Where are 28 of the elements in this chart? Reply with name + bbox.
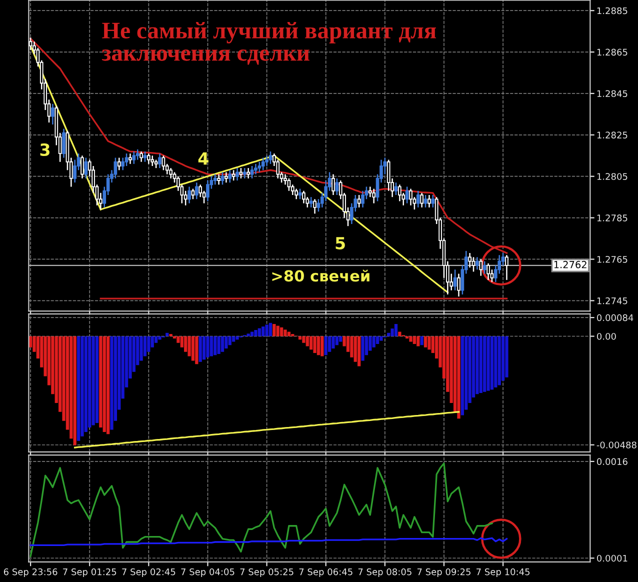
y-tick-label: 0.0016 [596,458,628,466]
x-tick-label: 7 Sep 06:45 [299,568,352,577]
y-tick-label: 1.2785 [597,214,628,222]
y-tick-label: 0.00 [596,332,616,340]
ref-line-label: 1.2762 [554,260,586,268]
y-tick-label: 1.2885 [597,7,628,14]
x-tick-label: 7 Sep 01:25 [63,568,116,577]
x-tick-label: 7 Sep 05:25 [240,568,294,577]
y-tick-label: 1.2745 [597,297,628,304]
text: Не самый лучший вариант для заключения сделки [102,22,436,65]
x-tick-label: 7 Sep 02:45 [122,568,176,577]
y-tick-label: 0.0001 [596,554,628,562]
y-tick-label: 1.2805 [597,173,628,180]
x-tick-label: 7 Sep 10:45 [476,568,530,577]
y-tick-label: -0.00488 [596,442,636,448]
x-tick-label: 7 Sep 09:25 [417,568,470,577]
y-tick-label: 1.2765 [597,256,628,263]
series-label: 4 [198,152,208,165]
y-tick-label: 1.2865 [597,48,628,56]
x-tick-label: 7 Sep 04:05 [181,568,234,577]
annotation: >80 свечей [272,270,370,282]
x-tick-label: 6 Sep 23:56 [4,568,58,577]
x-tick-label: 7 Sep 08:05 [358,568,412,577]
series-label: 3 [40,143,50,156]
y-tick-label: 1.2845 [597,90,628,98]
y-tick-label: 0.00084 [596,314,634,322]
series-label: 5 [336,237,345,250]
y-tick-label: 1.2825 [597,132,628,138]
